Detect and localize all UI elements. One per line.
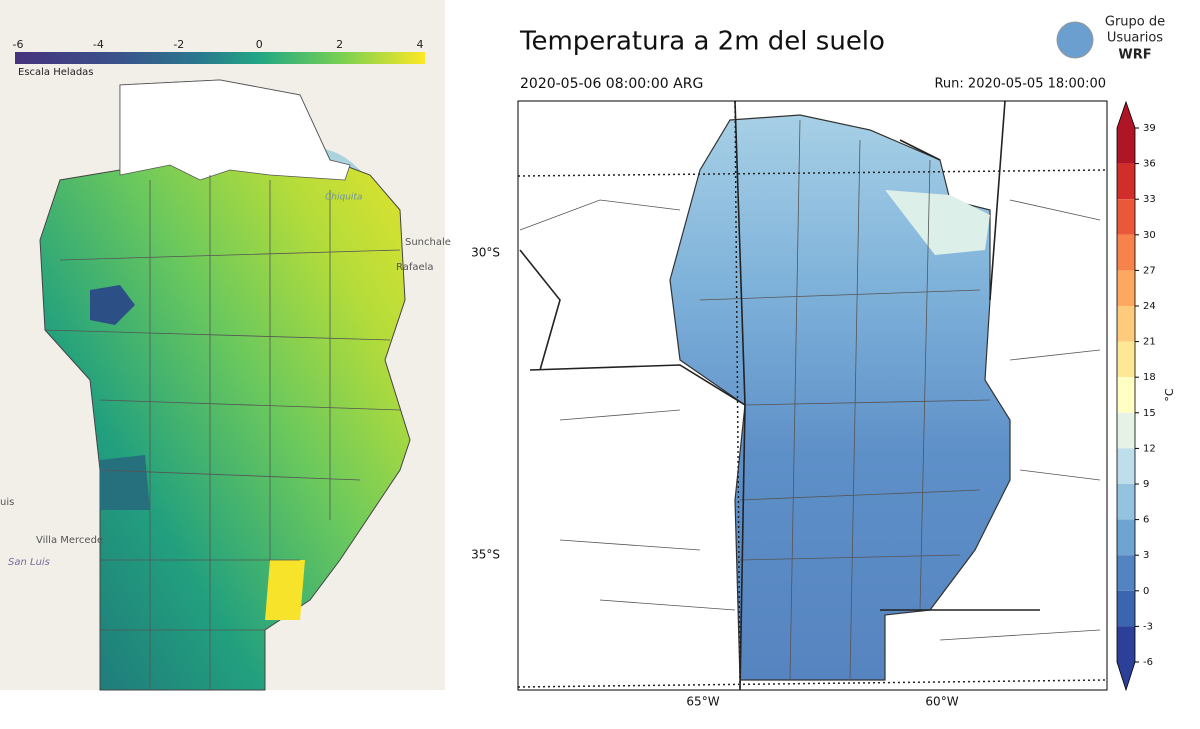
colorbar-tick-label: 3 [1143, 550, 1149, 561]
colorbar-segment [1117, 626, 1135, 662]
colorbar-ticks: -6 -4 -2 0 2 4 [13, 38, 424, 51]
lon-label: 65°W [686, 695, 719, 709]
run-time: Run: 2020-05-05 18:00:00 [934, 77, 1106, 92]
warm-zone [885, 190, 990, 255]
colorbar-tick-label: 33 [1143, 194, 1156, 205]
colorbar-segment [1117, 341, 1135, 378]
colorbar-tick-label: -2 [173, 38, 184, 51]
place-label: Sunchale [405, 237, 451, 248]
place-label: Chiquita [325, 193, 362, 203]
warm-spot [265, 560, 305, 620]
valid-time: 2020-05-06 08:00:00 ARG [520, 76, 703, 92]
temperature-field [669, 114, 1011, 681]
colorbar-segment [1117, 555, 1135, 591]
colorbar-segment [1117, 448, 1135, 484]
colorbar-segment [1117, 128, 1135, 164]
logo-text: Usuarios [1107, 31, 1163, 46]
colorbar-tick-label: 0 [256, 38, 263, 51]
cold-spot [100, 455, 150, 510]
colorbar-tick-label: -3 [1143, 621, 1153, 632]
cold-spot [90, 285, 135, 325]
colorbar-segment [1117, 306, 1135, 342]
graticule [518, 101, 1107, 690]
borders [519, 101, 1040, 690]
colorbar-tick-label: 27 [1143, 265, 1156, 276]
colorbar-tick-label: 2 [336, 38, 343, 51]
colorbar-unit: °C [1163, 388, 1176, 402]
colorbar-tick-label: 9 [1143, 479, 1149, 490]
colorbar-tick-label: 18 [1143, 372, 1156, 383]
colorbar-segment [1117, 199, 1135, 235]
colorbar-segment [1117, 590, 1135, 627]
colorbar-tick-label: 6 [1143, 515, 1149, 526]
colorbar-tick-label: 21 [1143, 337, 1156, 348]
no-data-area [119, 79, 351, 181]
map-area [518, 101, 1107, 690]
logo-globe [1056, 21, 1094, 59]
temperature-map: Temperatura a 2m del suelo Grupo de Usua… [471, 15, 1176, 709]
place-label: San Luis [8, 557, 50, 568]
place-label: uis [0, 497, 14, 508]
colorbar-segment [1117, 270, 1135, 306]
colorbar-segment [1117, 234, 1135, 271]
lon-label: 60°W [925, 695, 958, 709]
colorbar-tick-label: -6 [13, 38, 24, 51]
colorbar-tick-label: 36 [1143, 159, 1156, 170]
lat-label: 30°S [471, 246, 500, 260]
colorbar-tick-label: 24 [1143, 301, 1156, 312]
colorbar-tick-label: -6 [1143, 657, 1153, 668]
colorbar [15, 52, 425, 64]
colorbar-extend [1117, 102, 1135, 128]
place-label: Rafaela [396, 262, 434, 273]
colorbar-tick-label: 39 [1143, 123, 1156, 134]
colorbar-segment [1117, 377, 1135, 413]
colorbar-tick-label: 12 [1143, 443, 1156, 454]
colorbar-segment [1117, 519, 1135, 556]
map-title: Temperatura a 2m del suelo [519, 27, 885, 57]
colorbar-segment [1117, 484, 1135, 520]
colorbar-extend [1117, 662, 1135, 690]
map-frame [517, 100, 1108, 691]
colorbar-label: Escala Heladas [18, 67, 94, 78]
colorbar-tick-label: 0 [1143, 586, 1149, 597]
frost-map: -6 -4 -2 0 2 4 Escala Heladas Sunchale Rafael… [0, 0, 451, 691]
colorbar-tick-label: 30 [1143, 230, 1156, 241]
province-lines [519, 119, 1101, 681]
colorbar-tick-label: 4 [417, 38, 424, 51]
place-label: Villa Mercede [36, 535, 103, 546]
colorbar-tick-label: -4 [93, 38, 104, 51]
logo-text: Grupo de [1105, 15, 1165, 30]
colorbar-segment [1117, 412, 1135, 449]
lat-label: 35°S [471, 548, 500, 562]
logo-text: WRF [1118, 48, 1151, 63]
colorbar-segment [1117, 163, 1135, 200]
departments [44, 175, 401, 690]
colorbar-tick-label: 15 [1143, 408, 1156, 419]
